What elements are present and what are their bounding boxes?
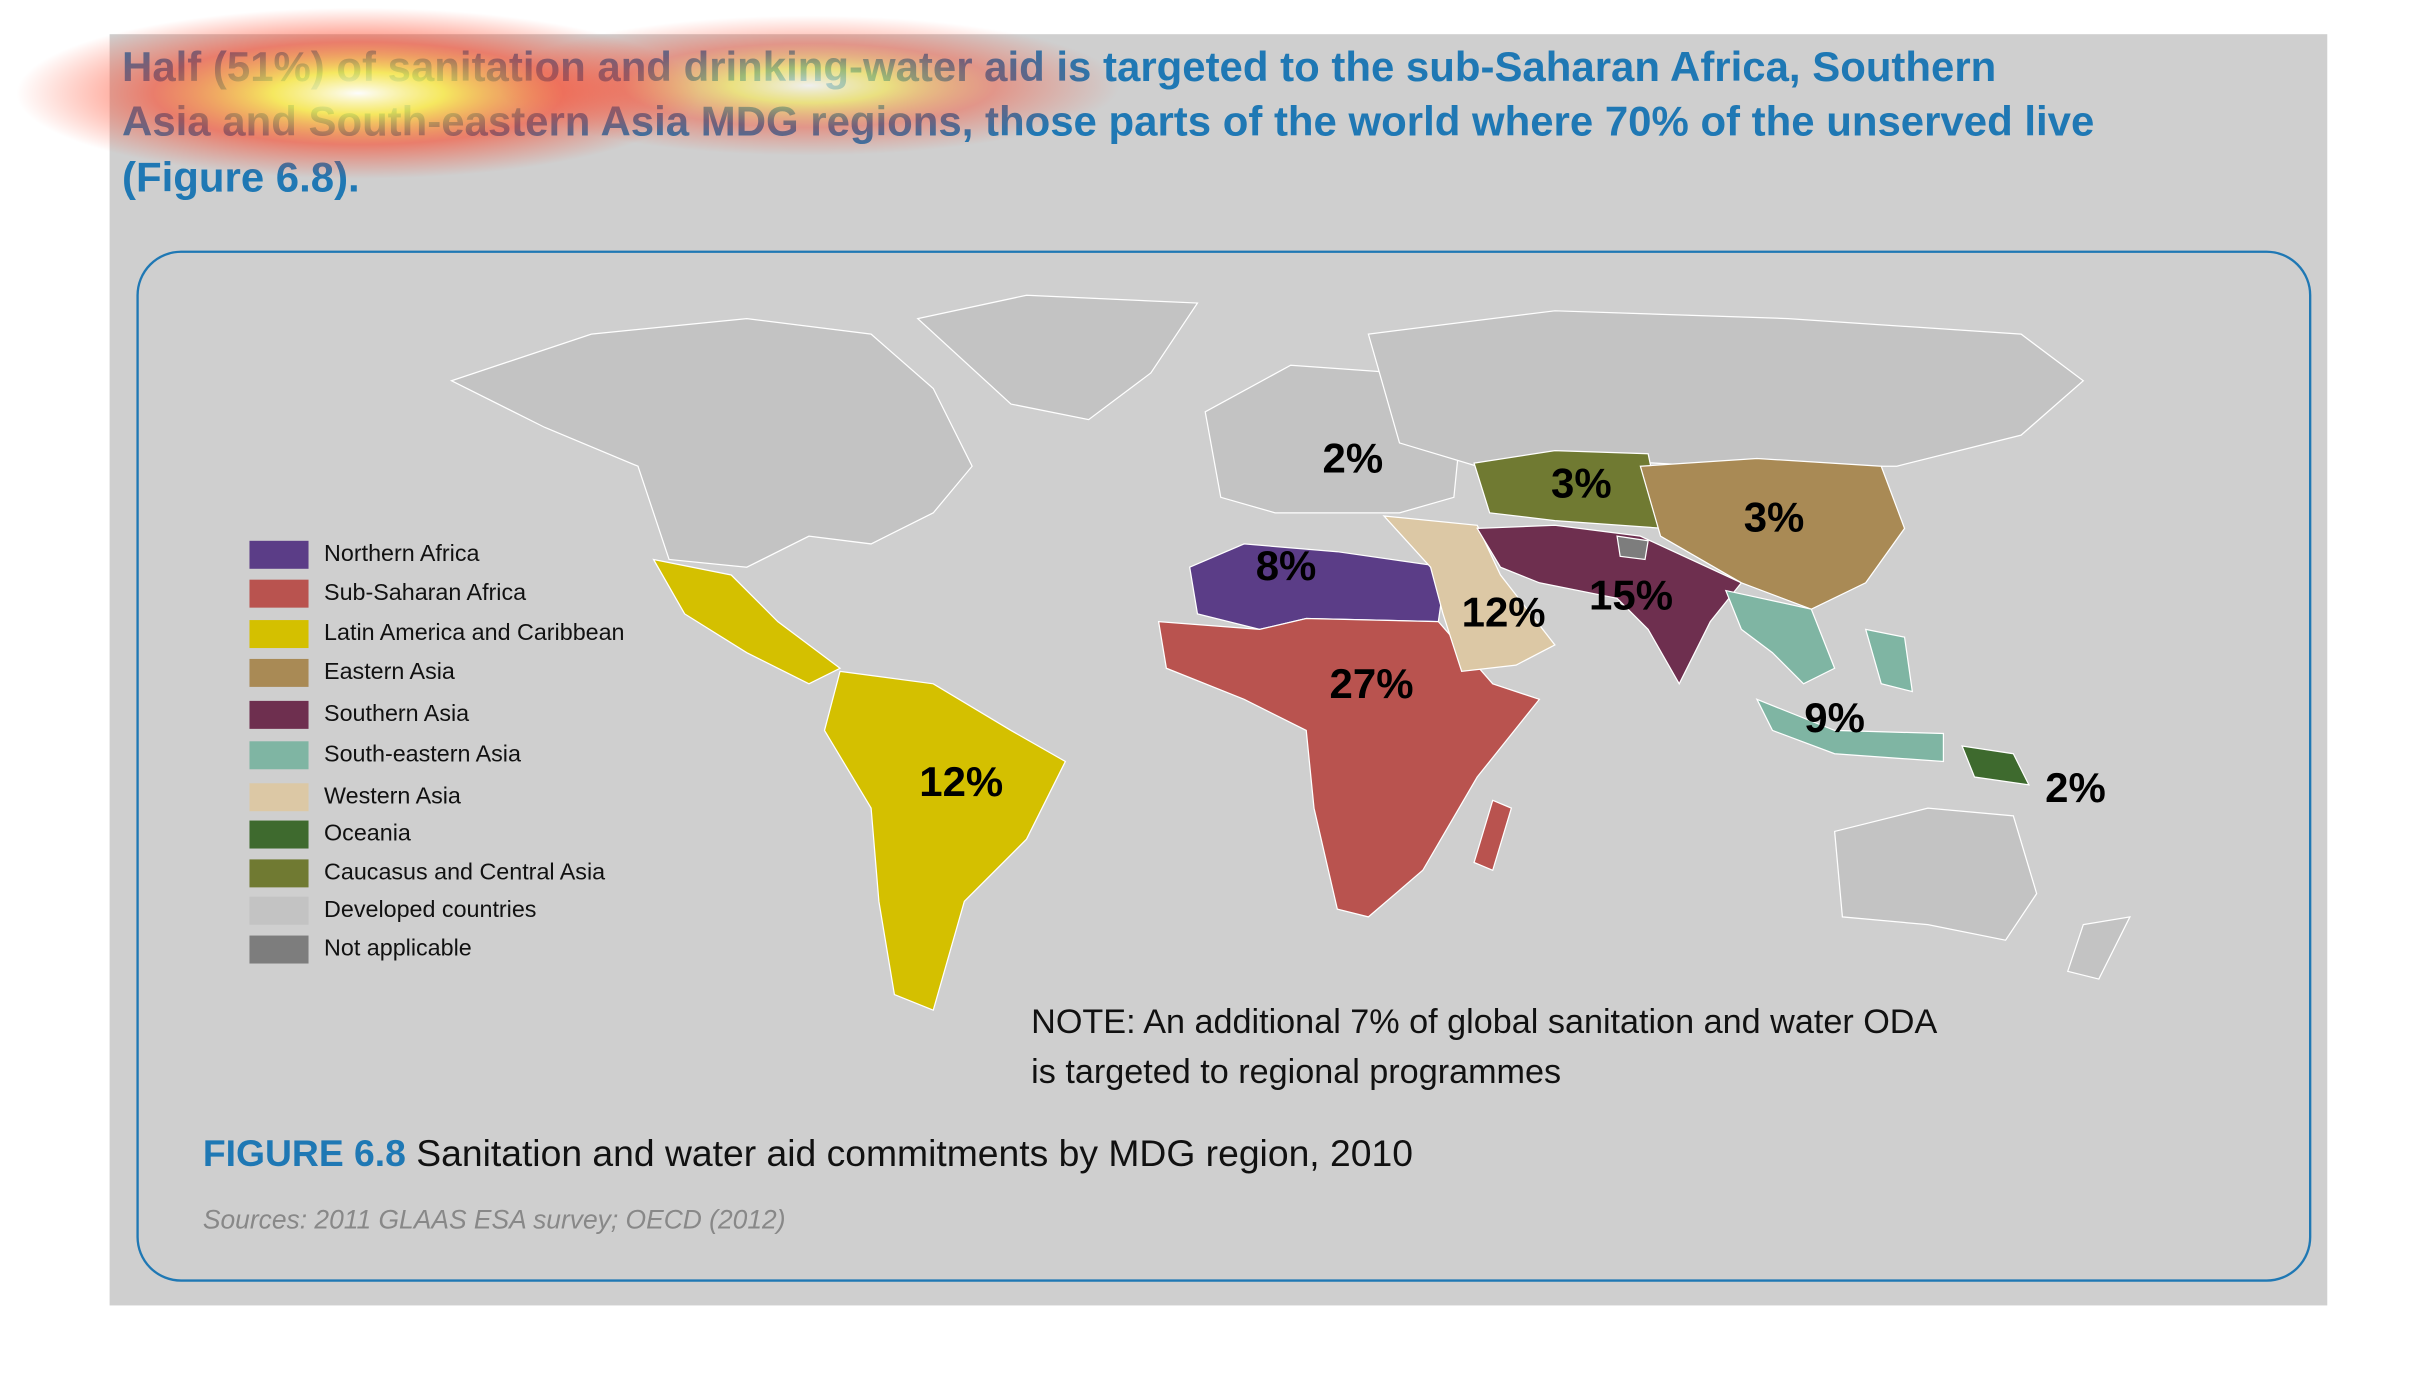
region-share: 2%	[1323, 435, 1384, 482]
legend-swatch	[249, 935, 309, 964]
legend-item: Northern Africa	[249, 540, 479, 569]
legend-label: South-eastern Asia	[324, 740, 521, 766]
legend-item: Oceania	[249, 820, 411, 849]
legend-swatch	[249, 896, 309, 925]
legend-item: South-eastern Asia	[249, 740, 521, 770]
map-labels: 2% 3% 3% 8% 12% 15% 27% 9% 2% 12%	[919, 435, 2106, 811]
legend-item: Not applicable	[249, 935, 472, 964]
attention-heatmap	[16, 7, 1120, 179]
legend-item: Caucasus and Central Asia	[249, 859, 605, 888]
region-share: 8%	[1256, 542, 1317, 589]
legend-label: Caucasus and Central Asia	[324, 859, 605, 885]
legend-item: Developed countries	[249, 896, 536, 925]
region-share: 12%	[919, 758, 1003, 805]
legend-label: Sub-Saharan Africa	[324, 579, 526, 605]
region-share: 27%	[1330, 660, 1414, 707]
legend-label: Eastern Asia	[324, 658, 455, 684]
region-share: 3%	[1744, 494, 1805, 541]
legend-label: Not applicable	[324, 935, 472, 961]
region-share: 9%	[1804, 694, 1865, 741]
figure-title: Sanitation and water aid commitments by …	[416, 1132, 1413, 1174]
region-share: 15%	[1589, 571, 1673, 618]
note-line: is targeted to regional programmes	[1031, 1053, 1561, 1091]
legend-swatch	[249, 540, 309, 569]
region-share: 12%	[1462, 588, 1546, 635]
legend-item: Eastern Asia	[249, 658, 455, 687]
region-shape	[1961, 745, 2030, 786]
sources: Sources: 2011 GLAAS ESA survey; OECD (20…	[203, 1204, 786, 1234]
region-shape	[449, 317, 973, 568]
legend-item: Southern Asia	[249, 700, 469, 729]
note: NOTE: An additional 7% of global sanitat…	[1031, 1003, 1937, 1091]
legend-swatch	[249, 783, 309, 812]
legend-swatch	[249, 579, 309, 608]
figure-number: FIGURE 6.8	[203, 1132, 406, 1174]
region-shape	[1476, 524, 1743, 686]
legend-label: Developed countries	[324, 896, 536, 922]
note-line: NOTE: An additional 7% of global sanitat…	[1031, 1003, 1937, 1041]
world-map	[449, 294, 2132, 1011]
region-shape	[652, 558, 842, 685]
region-shape	[2066, 916, 2132, 980]
legend-item: Western Asia	[249, 782, 461, 812]
legend-swatch	[249, 620, 309, 649]
region-shape	[1724, 589, 1836, 685]
region-shape	[1367, 310, 2085, 467]
region-share: 2%	[2045, 764, 2106, 811]
region-shape	[823, 670, 1067, 1011]
legend-swatch	[249, 820, 309, 849]
legend-swatch	[249, 700, 309, 729]
region-shape	[1473, 799, 1513, 872]
region-shape	[1864, 628, 1914, 693]
figure-frame	[136, 250, 2312, 1282]
region-shape	[916, 294, 1199, 421]
legend-label: Western Asia	[324, 782, 461, 808]
legend-item: Sub-Saharan Africa	[249, 579, 526, 608]
region-shape	[1639, 457, 1906, 610]
region-shape	[1833, 807, 2038, 941]
region-share: 3%	[1551, 460, 1612, 507]
legend-swatch	[249, 859, 309, 888]
legend-swatch	[249, 658, 309, 687]
region-shape	[1755, 698, 1945, 763]
legend-label: Oceania	[324, 820, 411, 846]
legend-swatch	[249, 741, 309, 770]
legend: Northern Africa Sub-Saharan Africa Latin A…	[249, 540, 625, 964]
region-shape	[1157, 617, 1541, 918]
legend-item: Latin America and Caribbean	[249, 619, 625, 649]
region-shape	[1616, 535, 1649, 561]
legend-label: Southern Asia	[324, 700, 469, 726]
figure-caption: FIGURE 6.8 Sanitation and water aid comm…	[203, 1132, 1413, 1174]
legend-label: Latin America and Caribbean	[324, 619, 624, 645]
legend-label: Northern Africa	[324, 540, 479, 566]
